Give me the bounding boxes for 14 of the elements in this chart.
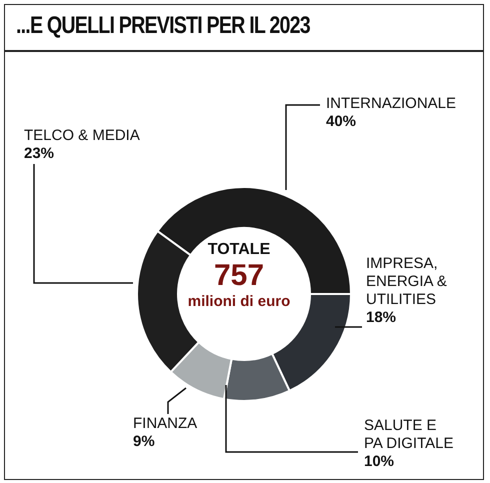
slice-label: IMPRESA, ENERGIA & UTILITIES bbox=[366, 255, 447, 308]
data-label: 18% bbox=[366, 309, 396, 326]
data-label: 9% bbox=[133, 433, 155, 450]
slice-label: FINANZA bbox=[133, 415, 198, 432]
slice-label: TELCO & MEDIA bbox=[24, 127, 140, 144]
data-label: 40% bbox=[326, 113, 356, 130]
slice-label: INTERNAZIONALE bbox=[326, 95, 456, 112]
text: milioni di euro bbox=[186, 293, 292, 310]
chart-title: ...E QUELLI PREVISTI PER IL 2023 bbox=[16, 12, 310, 40]
data-label: 10% bbox=[364, 453, 394, 470]
data-label: 23% bbox=[24, 145, 54, 162]
slice-label: SALUTE E PA DIGITALE bbox=[364, 417, 454, 452]
text: TOTALE bbox=[206, 241, 272, 259]
text: 757 bbox=[212, 259, 266, 293]
